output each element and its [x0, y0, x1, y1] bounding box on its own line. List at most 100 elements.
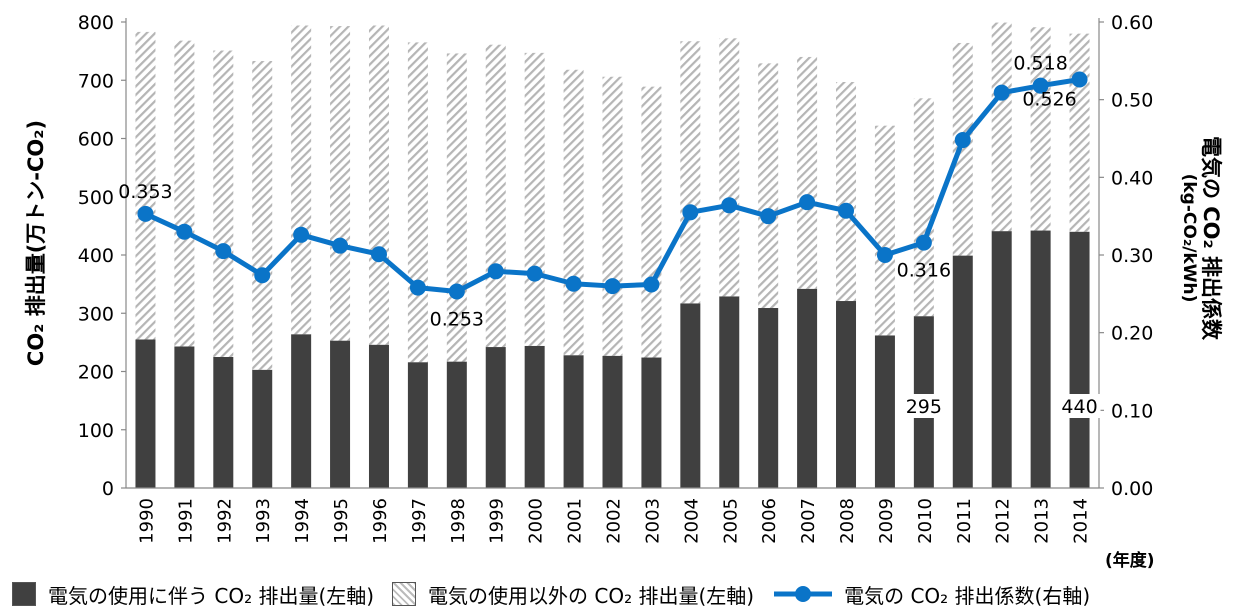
bar-other-1999 [485, 44, 506, 348]
bar-electric-1992 [213, 356, 234, 488]
x-tick-label-2001: 2001 [565, 498, 586, 544]
x-tick-label-1996: 1996 [370, 498, 391, 544]
x-tick-label-2002: 2002 [604, 498, 625, 544]
x-tick-label-2012: 2012 [993, 498, 1014, 544]
bar-electric-1995 [330, 340, 351, 488]
left-tick-label-300: 300 [78, 303, 114, 325]
bar-electric-2008 [836, 301, 857, 488]
x-tick-label-2004: 2004 [681, 498, 702, 544]
factor-point-2006 [760, 208, 777, 225]
factor-point-1996 [370, 246, 387, 263]
bar-other-2002 [602, 76, 623, 356]
bar-other-2006 [758, 63, 779, 309]
bar-electric-1993 [252, 369, 273, 488]
factor-point-2013 [1032, 77, 1049, 94]
left-tick-label-400: 400 [78, 245, 114, 267]
bar-other-2004 [680, 41, 701, 304]
factor-point-1995 [332, 237, 349, 254]
left-tick-label-200: 200 [78, 362, 114, 384]
bar-data-label-2010: 295 [906, 396, 942, 418]
legend-label-other: 電気の使用以外の CO₂ 排出量(左軸) [428, 583, 755, 608]
factor-data-label-1990: 0.353 [118, 181, 172, 203]
factor-data-label-2014: 0.526 [1022, 88, 1076, 110]
bar-electric-1990 [135, 339, 156, 488]
axes-layer: 0 100 200 300 400 500 600 700 800 0.00 0.10 0.20 0.3… [78, 12, 1154, 544]
bar-electric-1994 [291, 334, 312, 488]
legend-item-factor: 電気の CO₂ 排出係数(右軸) [772, 580, 1090, 609]
x-tick-label-2000: 2000 [526, 498, 547, 544]
legend: 電気の使用に伴う CO₂ 排出量(左軸) 電気の使用以外の CO₂ 排出量(左軸… [12, 579, 1237, 609]
x-tick-label-1993: 1993 [253, 498, 274, 544]
factor-point-1990 [137, 205, 154, 222]
factor-point-2009 [876, 247, 893, 263]
factor-point-1997 [409, 279, 426, 296]
x-tick-label-2006: 2006 [759, 498, 780, 544]
x-tick-label-1995: 1995 [331, 498, 352, 544]
right-tick-label-0.40: 0.40 [1111, 167, 1153, 189]
legend-swatch-dark [12, 582, 36, 606]
bar-other-1991 [174, 40, 195, 347]
bar-data-label-2014: 440 [1061, 396, 1097, 418]
left-tick-label-100: 100 [78, 420, 114, 442]
x-tick-label-1999: 1999 [487, 498, 508, 544]
factor-data-label-2013: 0.518 [1013, 53, 1067, 75]
x-tick-label-2013: 2013 [1032, 498, 1053, 544]
bar-other-1998 [446, 53, 467, 362]
bar-other-2000 [524, 52, 545, 346]
factor-point-2003 [643, 276, 660, 293]
bar-other-1992 [213, 50, 234, 357]
bar-label-bg-2014 [1058, 394, 1101, 418]
bar-electric-1999 [485, 347, 506, 488]
factor-point-2010 [915, 234, 932, 251]
factor-point-2008 [838, 202, 855, 219]
bar-other-2005 [719, 38, 740, 297]
bar-electric-2000 [524, 345, 545, 488]
right-tick-label-0.00: 0.00 [1111, 478, 1153, 500]
factor-point-1992 [215, 243, 232, 260]
bar-electric-1996 [368, 344, 389, 488]
bar-label-bg-2010 [902, 394, 945, 418]
factor-point-2014 [1071, 71, 1088, 88]
legend-item-electric: 電気の使用に伴う CO₂ 排出量(左軸) [12, 580, 374, 609]
bar-other-2014 [1069, 33, 1090, 232]
left-tick-label-500: 500 [78, 187, 114, 209]
x-tick-label-2003: 2003 [642, 498, 663, 544]
factor-point-1994 [293, 226, 310, 243]
x-tick-label-2007: 2007 [798, 498, 819, 544]
x-tick-label-2005: 2005 [720, 498, 741, 544]
bar-other-2011 [952, 42, 973, 256]
bar-electric-2011 [952, 255, 973, 488]
label-layer: 0.353 0.253 0.316 0.518 0.526 295 440 [118, 53, 1101, 418]
factor-data-label-2010: 0.316 [897, 260, 951, 282]
bar-electric-2014 [1069, 231, 1090, 488]
left-tick-label-0: 0 [102, 478, 114, 500]
bar-electric-2006 [758, 308, 779, 488]
bar-other-1994 [291, 25, 312, 335]
x-tick-label-1990: 1990 [136, 498, 157, 544]
factor-point-2007 [799, 194, 816, 211]
right-tick-label-0.30: 0.30 [1111, 245, 1153, 267]
factor-point-2000 [526, 265, 543, 282]
factor-point-2004 [682, 204, 699, 221]
legend-swatch-hatch [392, 582, 417, 606]
bar-other-2009 [874, 125, 895, 336]
right-axis-unit: (kg-CO₂/kWh) [1179, 173, 1199, 303]
factor-point-2011 [954, 132, 971, 149]
left-tick-label-800: 800 [78, 12, 114, 34]
bar-electric-2003 [641, 357, 662, 488]
left-tick-label-600: 600 [78, 129, 114, 151]
bar-other-1995 [330, 26, 351, 341]
factor-point-1991 [176, 223, 193, 240]
right-tick-label-0.10: 0.10 [1111, 400, 1153, 422]
bar-other-1997 [407, 42, 428, 363]
bar-other-1996 [368, 25, 389, 345]
left-tick-label-700: 700 [78, 70, 114, 92]
bar-other-2013 [1030, 27, 1051, 231]
bar-electric-2004 [680, 303, 701, 488]
left-axis-label: CO₂ 排出量(万トン-CO₂) [24, 119, 48, 367]
factor-point-2012 [993, 84, 1010, 101]
x-tick-label-2009: 2009 [876, 498, 897, 544]
bar-other-1993 [252, 61, 273, 370]
bar-electric-2013 [1030, 230, 1051, 488]
